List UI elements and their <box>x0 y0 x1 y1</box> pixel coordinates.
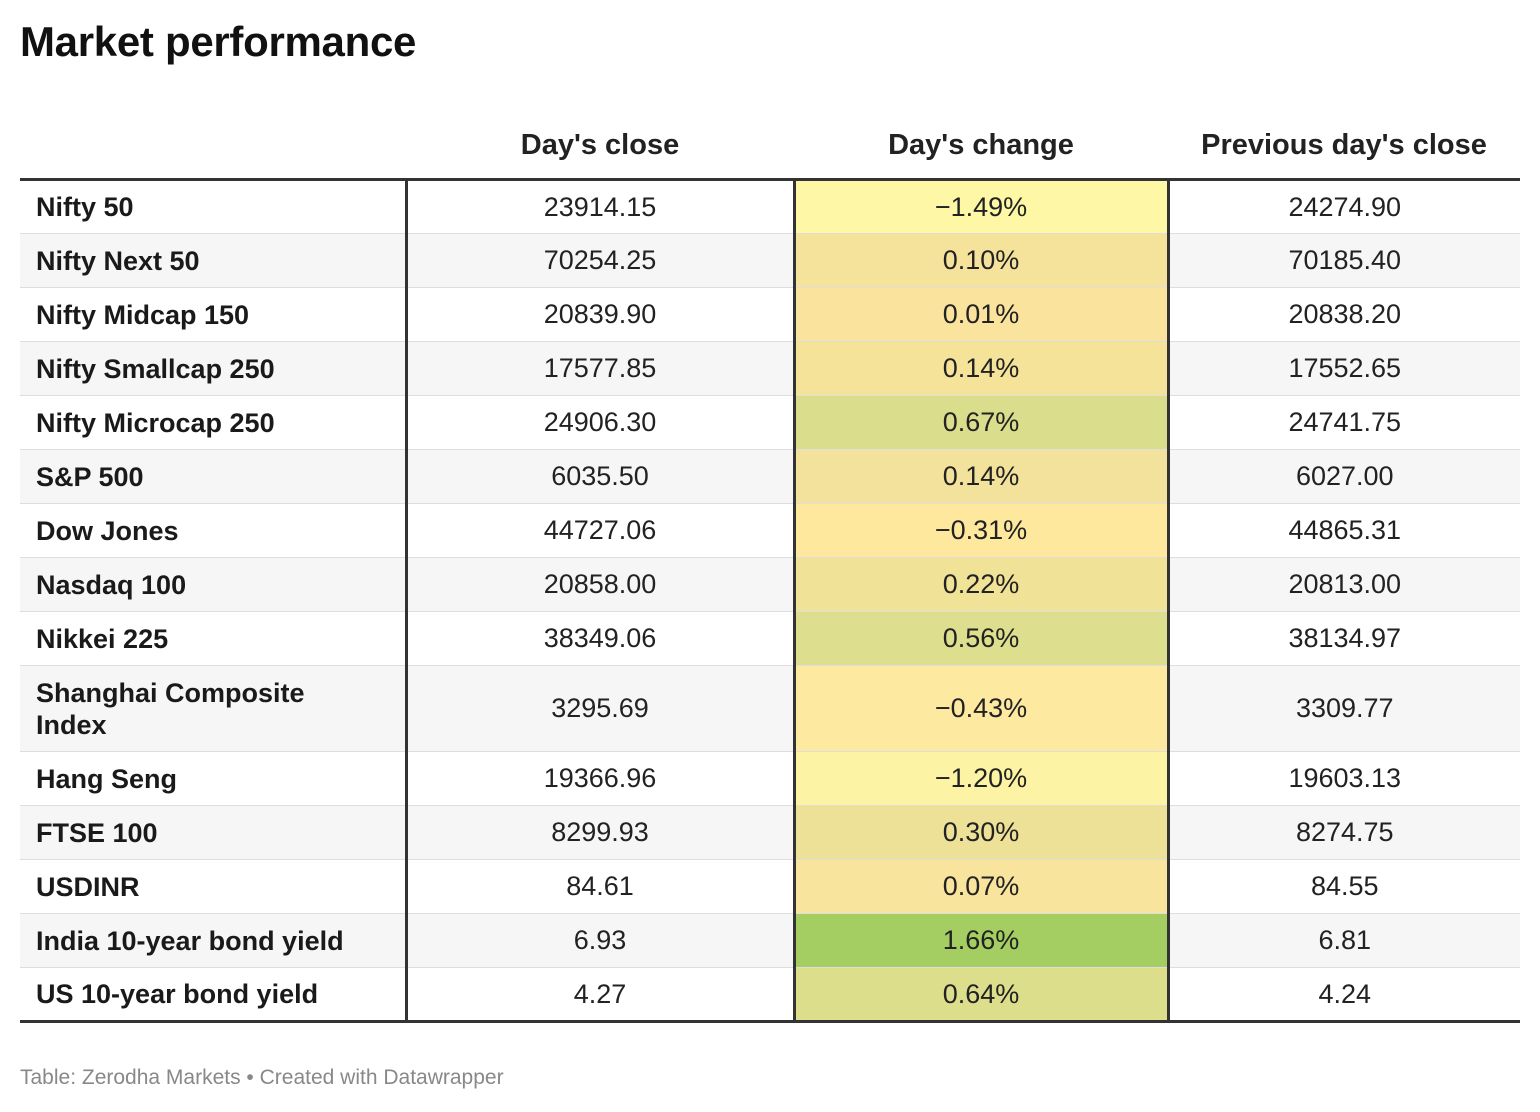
table-row: India 10-year bond yield 6.93 1.66% 6.81 <box>20 913 1520 968</box>
days-change-cell: 0.67% <box>794 395 1170 450</box>
column-header-days-close: Day's close <box>406 112 794 181</box>
days-close-cell: 17577.85 <box>406 341 796 396</box>
days-change-cell: 0.14% <box>794 341 1170 396</box>
row-name-cell: Dow Jones <box>20 503 408 558</box>
row-name-cell: Hang Seng <box>20 751 408 806</box>
previous-close-cell: 70185.40 <box>1168 233 1520 288</box>
previous-close-cell: 84.55 <box>1168 859 1520 914</box>
table-row: Nasdaq 100 20858.00 0.22% 20813.00 <box>20 557 1520 612</box>
days-change-cell: −0.31% <box>794 503 1170 558</box>
table-row: Nikkei 225 38349.06 0.56% 38134.97 <box>20 611 1520 666</box>
previous-close-cell: 6.81 <box>1168 913 1520 968</box>
days-change-cell: 0.07% <box>794 859 1170 914</box>
row-name-cell: Nifty Smallcap 250 <box>20 341 408 396</box>
days-change-cell: 1.66% <box>794 913 1170 968</box>
table-row: Nifty Smallcap 250 17577.85 0.14% 17552.65 <box>20 341 1520 396</box>
days-close-cell: 6035.50 <box>406 449 796 504</box>
chart-title: Market performance <box>20 18 417 65</box>
previous-close-cell: 3309.77 <box>1168 665 1520 752</box>
table-row: S&P 500 6035.50 0.14% 6027.00 <box>20 449 1520 504</box>
row-name-cell: Nifty Midcap 150 <box>20 287 408 342</box>
column-header-name <box>20 112 406 181</box>
days-change-cell: 0.64% <box>794 967 1170 1023</box>
previous-close-cell: 24274.90 <box>1168 179 1520 234</box>
days-close-cell: 23914.15 <box>406 179 796 234</box>
days-close-cell: 19366.96 <box>406 751 796 806</box>
row-name-cell: Nikkei 225 <box>20 611 408 666</box>
days-change-cell: 0.30% <box>794 805 1170 860</box>
previous-close-cell: 44865.31 <box>1168 503 1520 558</box>
row-name-cell: S&P 500 <box>20 449 408 504</box>
previous-close-cell: 38134.97 <box>1168 611 1520 666</box>
table-body: Nifty 50 23914.15 −1.49% 24274.90 Nifty Next… <box>20 179 1520 1023</box>
previous-close-cell: 17552.65 <box>1168 341 1520 396</box>
table-row: FTSE 100 8299.93 0.30% 8274.75 <box>20 805 1520 860</box>
row-name-cell: India 10-year bond yield <box>20 913 408 968</box>
row-name-cell: Nifty Microcap 250 <box>20 395 408 450</box>
days-close-cell: 38349.06 <box>406 611 796 666</box>
row-name-cell: Nasdaq 100 <box>20 557 408 612</box>
previous-close-cell: 19603.13 <box>1168 751 1520 806</box>
column-header-previous-close: Previous day's close <box>1168 112 1520 181</box>
previous-close-cell: 8274.75 <box>1168 805 1520 860</box>
table-row: Nifty Microcap 250 24906.30 0.67% 24741.75 <box>20 395 1520 450</box>
days-change-cell: 0.01% <box>794 287 1170 342</box>
days-change-cell: −0.43% <box>794 665 1170 752</box>
days-close-cell: 4.27 <box>406 967 796 1023</box>
market-table: Day's close Day's change Previous day's … <box>20 112 1520 1023</box>
header-row: Day's close Day's change Previous day's … <box>20 112 1520 181</box>
days-change-cell: 0.14% <box>794 449 1170 504</box>
table-row: USDINR 84.61 0.07% 84.55 <box>20 859 1520 914</box>
previous-close-cell: 6027.00 <box>1168 449 1520 504</box>
table-row: Dow Jones 44727.06 −0.31% 44865.31 <box>20 503 1520 558</box>
days-change-cell: 0.56% <box>794 611 1170 666</box>
previous-close-cell: 20813.00 <box>1168 557 1520 612</box>
days-close-cell: 70254.25 <box>406 233 796 288</box>
days-close-cell: 8299.93 <box>406 805 796 860</box>
table-row: Nifty 50 23914.15 −1.49% 24274.90 <box>20 179 1520 234</box>
table-row: Nifty Next 50 70254.25 0.10% 70185.40 <box>20 233 1520 288</box>
days-close-cell: 20839.90 <box>406 287 796 342</box>
table-row: Hang Seng 19366.96 −1.20% 19603.13 <box>20 751 1520 806</box>
days-close-cell: 84.61 <box>406 859 796 914</box>
row-name-cell: US 10-year bond yield <box>20 967 408 1023</box>
days-close-cell: 3295.69 <box>406 665 796 752</box>
days-change-cell: −1.20% <box>794 751 1170 806</box>
previous-close-cell: 24741.75 <box>1168 395 1520 450</box>
table-row: Shanghai Composite Index 3295.69 −0.43% 330… <box>20 665 1520 752</box>
days-change-cell: 0.22% <box>794 557 1170 612</box>
days-change-cell: 0.10% <box>794 233 1170 288</box>
row-name-cell: USDINR <box>20 859 408 914</box>
row-name-cell: FTSE 100 <box>20 805 408 860</box>
days-close-cell: 6.93 <box>406 913 796 968</box>
source-note: Table: Zerodha Markets • Created with Da… <box>20 1066 504 1089</box>
table-row: US 10-year bond yield 4.27 0.64% 4.24 <box>20 967 1520 1023</box>
row-name-cell: Nifty 50 <box>20 179 408 234</box>
days-close-cell: 20858.00 <box>406 557 796 612</box>
previous-close-cell: 20838.20 <box>1168 287 1520 342</box>
row-name-cell: Nifty Next 50 <box>20 233 408 288</box>
row-name-cell: Shanghai Composite Index <box>20 665 408 752</box>
previous-close-cell: 4.24 <box>1168 967 1520 1023</box>
column-header-days-change: Day's change <box>794 112 1168 181</box>
days-close-cell: 44727.06 <box>406 503 796 558</box>
days-close-cell: 24906.30 <box>406 395 796 450</box>
days-change-cell: −1.49% <box>794 179 1170 234</box>
table-row: Nifty Midcap 150 20839.90 0.01% 20838.20 <box>20 287 1520 342</box>
